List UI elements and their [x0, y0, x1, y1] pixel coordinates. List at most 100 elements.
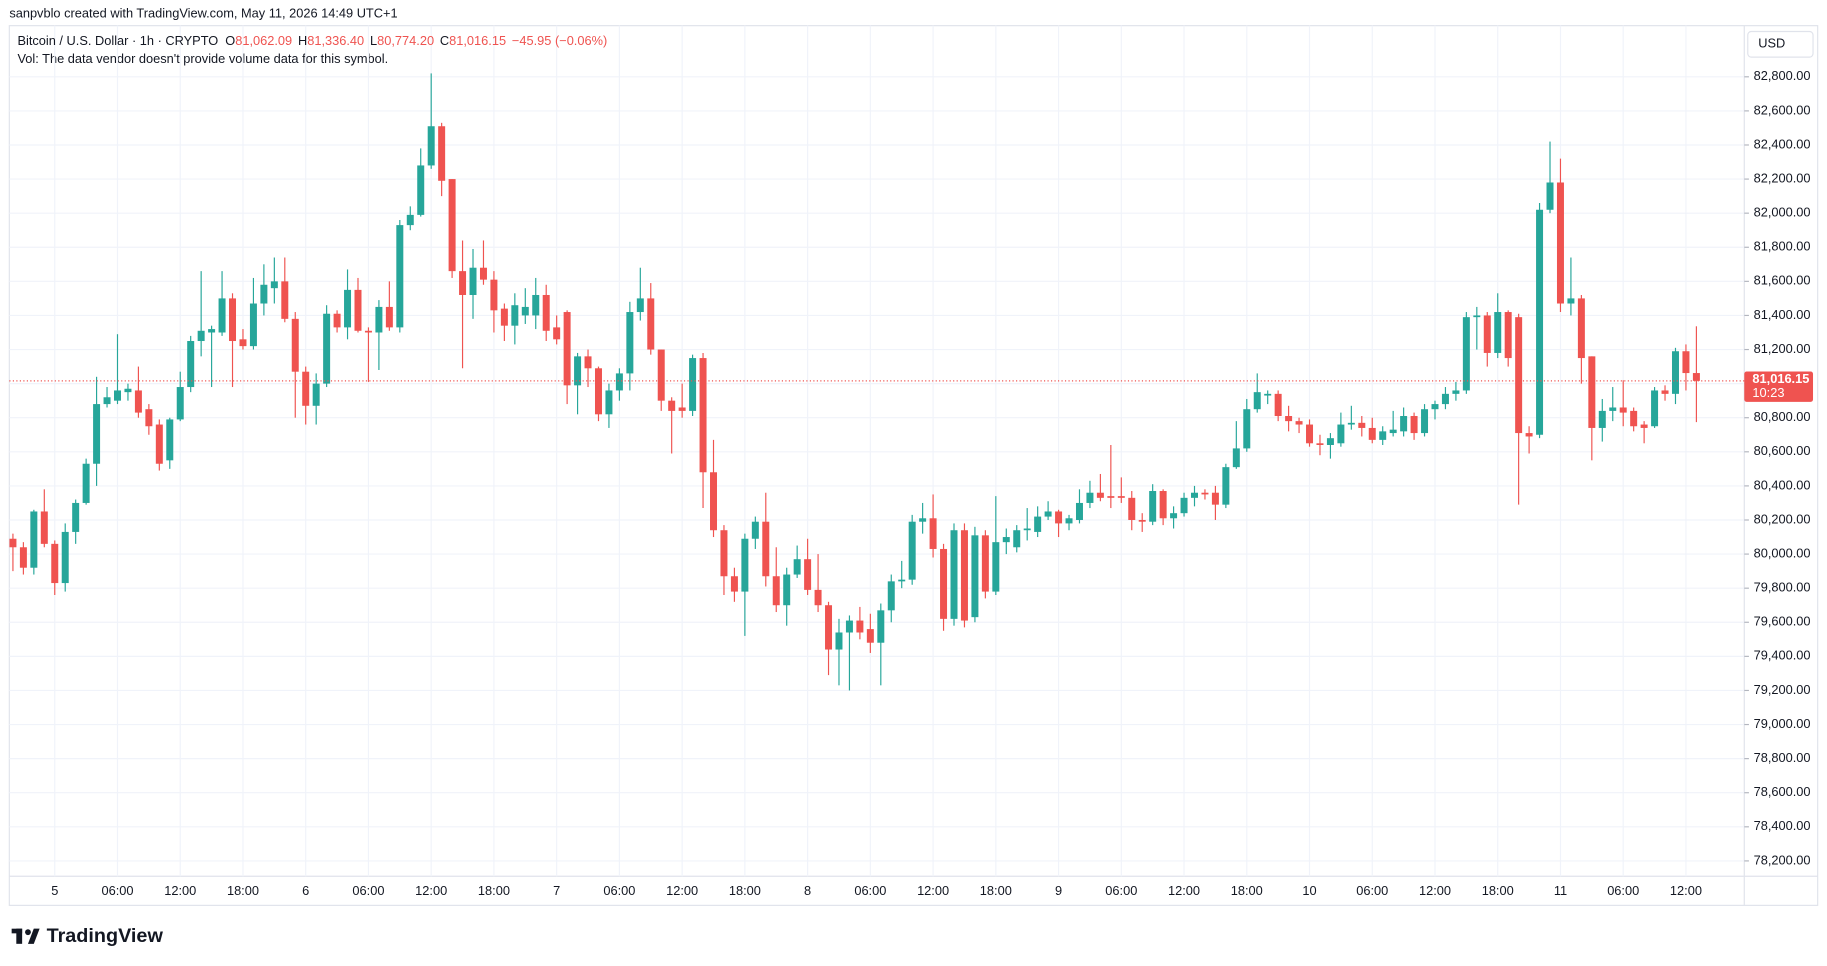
candle-body [626, 312, 634, 374]
candle-body [1201, 492, 1209, 495]
candle-body [333, 313, 341, 328]
candle-body [124, 388, 132, 393]
candle-body [1253, 392, 1261, 410]
volume-note: Vol: The data vendor doesn't provide vol… [17, 51, 388, 66]
candle-body [762, 521, 770, 577]
candle-body [992, 542, 1000, 592]
x-tick-label: 06:00 [603, 883, 635, 898]
candle-body [521, 306, 529, 316]
candle-body [469, 267, 477, 295]
candle-body [730, 576, 738, 592]
candle-body [312, 383, 320, 406]
candle-body [260, 284, 268, 304]
candle-body [302, 371, 310, 406]
x-tick-label: 18:00 [980, 883, 1012, 898]
candle-body [500, 308, 508, 326]
candle-body [1117, 496, 1125, 498]
currency: USD [1758, 36, 1785, 51]
candle-body [1619, 407, 1627, 413]
currency-box[interactable] [1747, 30, 1814, 58]
x-tick-label: 12:00 [917, 883, 949, 898]
candle-body [93, 404, 101, 464]
x-tick-label: 5 [51, 883, 58, 898]
candle-body [385, 306, 393, 328]
candle-body [427, 126, 435, 166]
candle-body [814, 589, 822, 606]
candle-body [82, 463, 90, 503]
candle-body [542, 294, 550, 331]
candle-body [940, 548, 948, 619]
candle-body [647, 298, 655, 350]
candle-body [908, 521, 916, 580]
x-tick-label: 12:00 [1419, 883, 1451, 898]
candle-body [396, 225, 404, 328]
candle-body [563, 312, 571, 386]
candle-body [1651, 390, 1659, 427]
candle-body [1075, 502, 1083, 520]
y-tick-label: 82,200.00 [1754, 170, 1811, 185]
candle-body [270, 281, 278, 289]
candle-body [866, 629, 874, 643]
candle-body [1483, 315, 1491, 353]
candle-body [950, 530, 958, 619]
candle-body [1055, 511, 1063, 524]
candle-body [511, 305, 519, 326]
y-tick-label: 81,800.00 [1754, 239, 1811, 254]
y-tick-label: 82,800.00 [1754, 68, 1811, 83]
candle-body [887, 581, 895, 611]
y-tick-label: 78,400.00 [1754, 818, 1811, 833]
x-tick-label: 06:00 [854, 883, 886, 898]
candle-body [1410, 416, 1418, 434]
x-tick-label: 12:00 [415, 883, 447, 898]
candle-body [40, 511, 48, 544]
y-tick-label: 79,400.00 [1754, 648, 1811, 663]
candle-body [960, 530, 968, 621]
candle-body [678, 407, 686, 411]
candle-body [1264, 393, 1272, 396]
y-tick-label: 81,600.00 [1754, 273, 1811, 288]
candle-body [406, 214, 414, 226]
candle-body [1421, 409, 1429, 434]
y-tick-label: 82,600.00 [1754, 102, 1811, 117]
candle-body [772, 576, 780, 606]
x-tick-label: 12:00 [164, 883, 196, 898]
y-tick-label: 79,600.00 [1754, 614, 1811, 629]
countdown: 10:23 [1752, 385, 1784, 400]
candle-body [1170, 513, 1178, 519]
candle-body [825, 605, 833, 650]
candle-body [61, 531, 69, 584]
candle-body [145, 409, 153, 427]
candle-body [1588, 356, 1596, 428]
candle-body [281, 281, 289, 319]
candle-body [1358, 422, 1366, 428]
x-tick-label: 6 [302, 883, 309, 898]
candle-body [1002, 537, 1010, 543]
y-tick-label: 79,200.00 [1754, 682, 1811, 697]
candle-body [532, 294, 540, 316]
candle-body [804, 559, 812, 590]
candle-body [699, 358, 707, 473]
candle-body [1159, 491, 1167, 519]
y-tick-label: 80,800.00 [1754, 409, 1811, 424]
candle-body [657, 349, 665, 401]
candle-body [1149, 491, 1157, 522]
candle-body [438, 126, 446, 181]
candle-body [1295, 421, 1303, 425]
x-tick-label: 18:00 [1482, 883, 1514, 898]
candle-body [1128, 497, 1136, 520]
candle-body [218, 298, 226, 333]
legend-change: −45.95 (−0.06%) [512, 33, 607, 48]
credit: sanpvblo created with TradingView.com, M… [9, 5, 397, 20]
candle-body [155, 424, 163, 464]
candle-body [166, 419, 174, 461]
candle-body [929, 518, 937, 549]
candle-body [208, 329, 216, 333]
candle-body [1577, 298, 1585, 359]
candle-body [1431, 404, 1439, 410]
y-tick-label: 80,000.00 [1754, 545, 1811, 560]
candle-body [553, 327, 561, 340]
y-tick-label: 81,200.00 [1754, 341, 1811, 356]
y-tick-label: 81,400.00 [1754, 307, 1811, 322]
candle-body [636, 298, 644, 313]
